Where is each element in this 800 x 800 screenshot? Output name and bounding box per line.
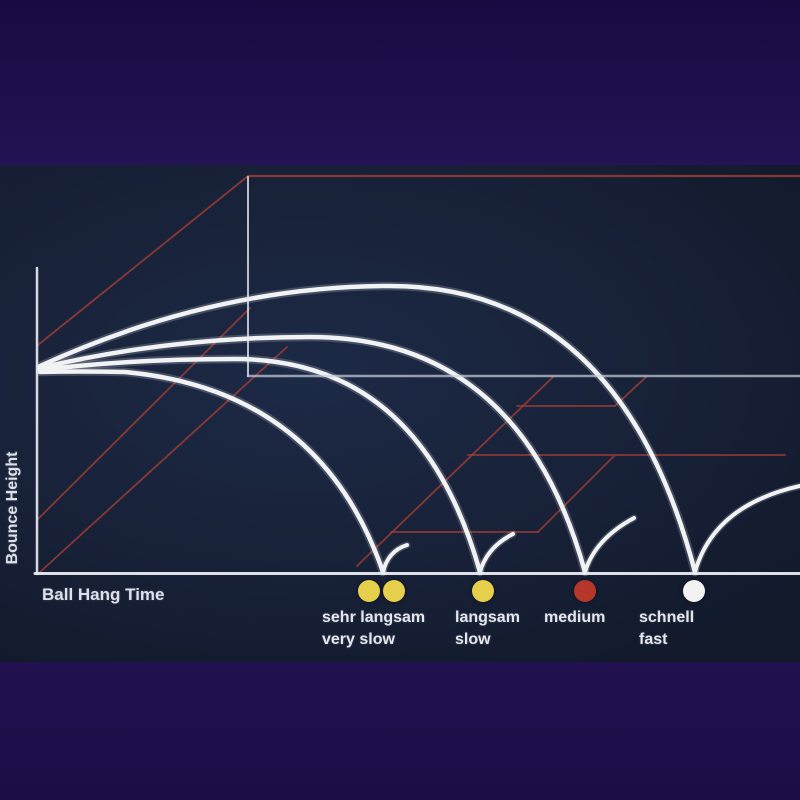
speed-label-fast: schnell fast: [639, 607, 694, 651]
trajectory-medium: [37, 334, 588, 575]
trajectory-glow-slow: [35, 354, 485, 577]
ball-dot-fast: [683, 580, 705, 602]
speed-label-german: medium: [544, 609, 606, 626]
top-purple-band: [0, 0, 800, 165]
speed-label-german: sehr langsam: [322, 609, 426, 626]
speed-label-medium: medium: [544, 607, 605, 629]
x-axis-label: Ball Hang Time: [42, 585, 165, 604]
speed-label-slow: langsam slow: [455, 607, 520, 651]
trajectory-very-slow: [37, 369, 386, 575]
speed-label-german: schnell: [639, 609, 695, 626]
speed-label-very slow: sehr langsam very slow: [322, 607, 425, 651]
rebound-glow-fast: [691, 482, 800, 576]
trajectory-fast: [37, 283, 698, 575]
speed-label-english: fast: [639, 631, 668, 648]
rebound-glow-medium: [581, 514, 638, 576]
red-diagonal-1: [37, 175, 249, 346]
rebound-arc-slow: [478, 532, 515, 574]
speed-label-german: langsam: [455, 609, 520, 626]
ball-dot-slow: [472, 580, 494, 602]
rebound-arc-medium: [583, 516, 636, 574]
speed-label-english: slow: [455, 631, 491, 648]
red-diagonal-2: [37, 307, 251, 520]
ball-dot-very-slow-2: [383, 580, 405, 602]
chart-background: [0, 165, 800, 662]
ball-dot-very-slow-1: [358, 580, 380, 602]
bottom-purple-band: [0, 662, 800, 800]
y-axis-label: Bounce Height: [4, 451, 21, 565]
rebound-arc-very-slow: [381, 543, 409, 574]
trajectory-slow: [37, 356, 483, 575]
rebound-glow-slow: [476, 530, 517, 576]
ball-dot-medium: [574, 580, 596, 602]
red-stair-diagonal: [356, 376, 554, 567]
red-diagonal-3: [39, 346, 288, 573]
rebound-arc-fast: [693, 484, 800, 574]
speed-label-english: very slow: [322, 631, 395, 648]
red-stair-diagonal-2: [537, 455, 615, 533]
